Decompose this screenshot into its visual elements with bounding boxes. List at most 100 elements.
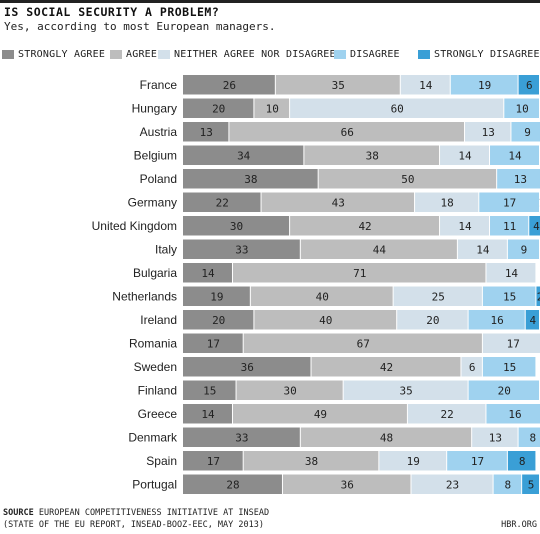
data-label: 4	[530, 314, 537, 327]
data-label: 1	[538, 196, 540, 209]
bar-segment-disagree	[468, 380, 539, 400]
bar-segment-strongly-agree	[183, 474, 282, 494]
chart-title: IS SOCIAL SECURITY A PROBLEM?	[4, 5, 220, 19]
legend-swatch-strongly-agree	[2, 50, 14, 59]
data-label: 20	[426, 314, 439, 327]
data-label: 26	[223, 79, 236, 92]
data-label: 15	[203, 384, 216, 397]
bar-segment-strongly-agree	[183, 122, 229, 142]
bar-segment-agree	[275, 75, 400, 95]
bar-segment-agree	[229, 122, 465, 142]
data-label: 25	[432, 290, 445, 303]
data-label: 34	[237, 149, 251, 162]
data-label: 44	[373, 243, 387, 256]
bar-segment-disagree	[493, 474, 522, 494]
bar-segment-neither	[482, 333, 540, 353]
legend-swatch-neither	[158, 50, 170, 59]
bar-segment-strongly-agree	[183, 357, 311, 377]
data-label: 35	[400, 384, 413, 397]
category-label: Poland	[140, 172, 177, 186]
data-label: 60	[391, 102, 404, 115]
category-label: Italy	[155, 242, 177, 256]
data-label: 4	[533, 220, 540, 233]
bar-segment-disagree	[468, 310, 525, 330]
bar-segment-neither	[400, 75, 450, 95]
bar-segment-agree	[311, 357, 461, 377]
data-label: 40	[316, 290, 329, 303]
bar-segment-agree	[243, 451, 379, 471]
data-label: 17	[207, 455, 220, 468]
bar-segment-strongly-agree	[183, 75, 275, 95]
data-label: 20	[498, 384, 511, 397]
data-label: 9	[521, 243, 528, 256]
data-label: 66	[341, 126, 354, 139]
data-label: 28	[226, 478, 239, 491]
bar-segment-disagree	[507, 239, 539, 259]
bar-segment-disagree	[482, 286, 536, 306]
data-label: 33	[235, 243, 248, 256]
bar-segment-strongly-agree	[183, 145, 304, 165]
category-label: Bulgaria	[133, 266, 177, 280]
bar-segment-strongly-agree	[183, 451, 243, 471]
data-label: 10	[266, 102, 279, 115]
data-label: 8	[505, 478, 512, 491]
category-label: Romania	[129, 336, 177, 350]
bar-segment-agree	[254, 98, 290, 118]
bar-segment-disagree	[490, 216, 529, 236]
bar-segment-strongly-disagree	[507, 451, 536, 471]
bar-segment-disagree	[479, 192, 539, 212]
bar-segment-strongly-disagree	[522, 474, 539, 494]
category-label: Denmark	[128, 430, 178, 444]
data-label: 20	[212, 102, 225, 115]
data-label: 30	[230, 220, 243, 233]
bar-segment-agree	[236, 380, 343, 400]
data-label: 8	[519, 455, 526, 468]
category-label: Hungary	[132, 101, 177, 115]
data-label: 14	[458, 220, 472, 233]
data-label: 14	[458, 149, 472, 162]
data-label: 9	[524, 126, 531, 139]
bar-segment-disagree	[511, 122, 540, 142]
data-label: 14	[508, 149, 522, 162]
data-label: 16	[508, 408, 521, 421]
data-label: 38	[244, 173, 257, 186]
bar-segment-neither	[472, 427, 518, 447]
bar-segment-strongly-agree	[183, 239, 300, 259]
legend-label-disagree: DISAGREE	[350, 49, 400, 60]
bar-segment-disagree	[490, 145, 539, 165]
bar-segment-agree	[232, 404, 407, 424]
bar-segment-neither	[440, 216, 490, 236]
data-label: 38	[305, 455, 318, 468]
data-label: 35	[332, 79, 345, 92]
bar-segment-strongly-agree	[183, 310, 254, 330]
legend-item-strongly-disagree: STRONGLY DISAGREE	[418, 49, 540, 60]
data-label: 15	[503, 361, 516, 374]
data-label: 16	[491, 314, 504, 327]
bar-segment-neither	[343, 380, 468, 400]
bar-segment-disagree	[447, 451, 507, 471]
data-label: 8	[530, 431, 537, 444]
data-label: 14	[201, 408, 215, 421]
data-label: 49	[314, 408, 327, 421]
bar-segment-strongly-agree	[183, 216, 290, 236]
legend-item-neither: NEITHER AGREE NOR DISAGREE	[158, 49, 336, 60]
legend-label-strongly-disagree: STRONGLY DISAGREE	[434, 49, 540, 60]
bar-segment-neither	[465, 122, 511, 142]
data-label: 18	[441, 196, 454, 209]
bar-segment-strongly-agree	[183, 263, 232, 283]
bar-segment-strongly-agree	[183, 404, 232, 424]
data-label: 11	[503, 220, 516, 233]
category-label: Greece	[138, 407, 178, 421]
data-label: 40	[319, 314, 332, 327]
bar-segment-strongly-disagree	[529, 216, 540, 236]
data-label: 19	[407, 455, 420, 468]
data-label: 71	[353, 267, 366, 280]
bar-segment-neither	[379, 451, 447, 471]
data-label: 13	[489, 431, 502, 444]
data-label: 42	[358, 220, 371, 233]
data-label: 13	[482, 126, 495, 139]
top-rule	[0, 0, 540, 3]
category-label: Spain	[146, 454, 177, 468]
legend-item-strongly-agree: STRONGLY AGREE	[2, 49, 105, 60]
data-label: 6	[469, 361, 476, 374]
